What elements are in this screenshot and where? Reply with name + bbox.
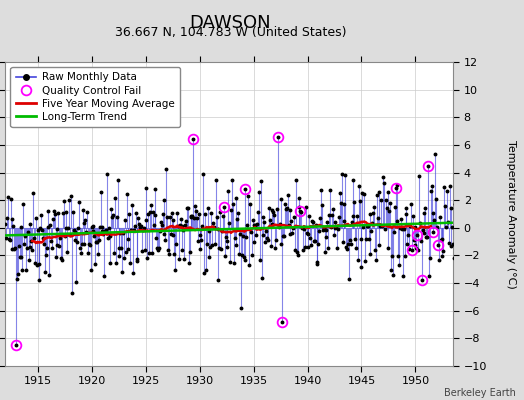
Y-axis label: Temperature Anomaly (°C): Temperature Anomaly (°C) (507, 140, 517, 288)
Text: DAWSON: DAWSON (190, 14, 271, 32)
Text: 36.667 N, 104.783 W (United States): 36.667 N, 104.783 W (United States) (115, 26, 346, 39)
Text: Berkeley Earth: Berkeley Earth (444, 388, 516, 398)
Legend: Raw Monthly Data, Quality Control Fail, Five Year Moving Average, Long-Term Tren: Raw Monthly Data, Quality Control Fail, … (10, 67, 180, 127)
